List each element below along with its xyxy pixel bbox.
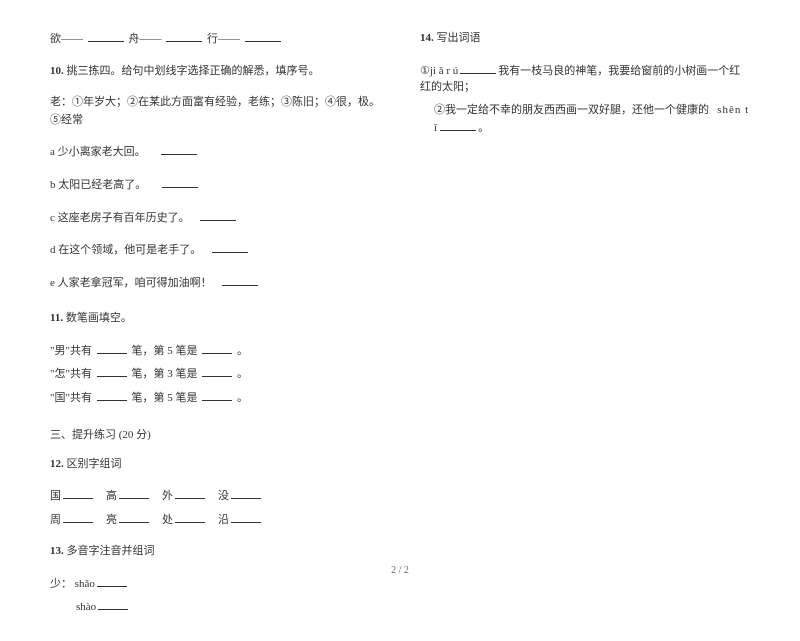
q9-tail: 欲—— 舟—— 行—— — [50, 30, 380, 49]
blank — [63, 511, 93, 523]
blank — [97, 365, 127, 377]
q11-r2a: "怎"共有 — [50, 368, 92, 380]
q10-c-label: c 这座老房子有百年历史了。 — [50, 212, 190, 224]
q10-a: a 少小离家老大回。 — [50, 143, 380, 162]
q9-c: 行—— — [207, 33, 240, 45]
blank — [88, 30, 124, 42]
q10-b: b 太阳已经老高了。 — [50, 176, 380, 195]
q10-a-label: a 少小离家老大回。 — [50, 146, 146, 158]
q10-a-text: a 少小离家老大回。 — [50, 146, 146, 158]
q13-r1: 少： shǎo — [50, 575, 380, 593]
q14-text: 写出词语 — [437, 32, 481, 44]
q11-title: 11. 数笔画填空。 — [50, 310, 380, 328]
q10-b-label: b 太阳已经老高了。 — [50, 179, 146, 191]
blank — [212, 241, 248, 253]
q12-r1c: 外 — [162, 490, 173, 502]
q13-p1: shǎo — [75, 578, 95, 590]
q12-r2c: 处 — [162, 514, 173, 526]
q12-r1a: 国 — [50, 490, 61, 502]
page: 欲—— 舟—— 行—— 10. 挑三拣四。给句中划线字选择正确的解悉，填序号。 … — [0, 0, 800, 641]
blank — [161, 143, 197, 155]
dot: 。 — [237, 392, 248, 404]
q14-item1: ①ji ǎ r ú我有一枝马良的神笔，我要给窗前的小树画一个红红的太阳； — [420, 62, 750, 96]
q14-item2: ②我一定给不幸的朋友西西画一双好腿，还他一个健康的 shēn t ǐ。 — [420, 102, 750, 138]
q11-r1b: 笔，第 5 笔是 — [131, 345, 197, 357]
q11-r2b: 笔，第 3 笔是 — [131, 368, 197, 380]
q14-i1a: ①ji ǎ r ú — [420, 65, 458, 77]
blank — [440, 119, 476, 131]
q12-r1b: 高 — [106, 490, 117, 502]
q10-e-label: e 人家老拿冠军，咱可得加油啊！ — [50, 277, 212, 289]
q14-num: 14. — [420, 32, 434, 44]
q11-r3b: 笔，第 5 笔是 — [131, 392, 197, 404]
q10-num: 10. — [50, 65, 64, 77]
q12-r2b: 亮 — [106, 514, 117, 526]
q13-title: 13. 多音字注音并组词 — [50, 543, 380, 561]
blank — [119, 511, 149, 523]
q10-def: 老：①年岁大；②在某此方面富有经验，老练；③陈旧；④很，极。⑤经常 — [50, 94, 380, 129]
q10-c: c 这座老房子有百年历史了。 — [50, 209, 380, 228]
blank — [63, 487, 93, 499]
right-column: 14. 写出词语 ①ji ǎ r ú我有一枝马良的神笔，我要给窗前的小树画一个红… — [420, 30, 750, 631]
page-number: 2 / 2 — [0, 565, 800, 576]
blank — [200, 209, 236, 221]
q13-num: 13. — [50, 545, 64, 557]
q10-e: e 人家老拿冠军，咱可得加油啊！ — [50, 274, 380, 293]
q14-i2a: ②我一定给不幸的朋友西西画一双好腿，还他一个健康的 — [434, 104, 709, 116]
blank — [97, 389, 127, 401]
q12-r2d: 沿 — [218, 514, 229, 526]
q12-title: 12. 区别字组词 — [50, 456, 380, 474]
q10-d-label: d 在这个领域，他可是老手了。 — [50, 244, 201, 256]
q10-text: 挑三拣四。给句中划线字选择正确的解悉，填序号。 — [67, 65, 320, 77]
q13-text: 多音字注音并组词 — [67, 545, 155, 557]
q9-a: 欲—— — [50, 33, 83, 45]
q12-num: 12. — [50, 458, 64, 470]
blank — [222, 274, 258, 286]
q12-text: 区别字组词 — [67, 458, 122, 470]
q12-r2a: 周 — [50, 514, 61, 526]
blank — [202, 365, 232, 377]
blank — [231, 511, 261, 523]
q13-p2: shào — [76, 601, 96, 613]
blank — [175, 511, 205, 523]
q11-r1: "男"共有 笔，第 5 笔是 。 — [50, 342, 380, 360]
q12-row2: 周 亮 处 沿 — [50, 511, 380, 530]
q14-title: 14. 写出词语 — [420, 30, 750, 48]
q11-r1a: "男"共有 — [50, 345, 92, 357]
blank — [231, 487, 261, 499]
q13-char: 少： — [50, 578, 72, 590]
blank — [119, 487, 149, 499]
q12-row1: 国 高 外 没 — [50, 487, 380, 505]
q12-r1d: 没 — [218, 490, 229, 502]
blank — [245, 30, 281, 42]
q11-r2: "怎"共有 笔，第 3 笔是 。 — [50, 365, 380, 383]
q13-r2: shào — [50, 598, 380, 617]
blank — [166, 30, 202, 42]
blank — [202, 342, 232, 354]
q11-num: 11. — [50, 312, 63, 324]
q11-r3a: "国"共有 — [50, 392, 92, 404]
dot: 。 — [237, 345, 248, 357]
blank — [97, 342, 127, 354]
q11-text: 数笔画填空。 — [66, 312, 132, 324]
dot: 。 — [237, 368, 248, 380]
blank — [162, 176, 198, 188]
blank — [202, 389, 232, 401]
q14-i2c: 。 — [478, 122, 489, 134]
q10-title: 10. 挑三拣四。给句中划线字选择正确的解悉，填序号。 — [50, 63, 380, 81]
blank — [175, 487, 205, 499]
q11-r3: "国"共有 笔，第 5 笔是 。 — [50, 389, 380, 408]
blank — [460, 62, 496, 74]
left-column: 欲—— 舟—— 行—— 10. 挑三拣四。给句中划线字选择正确的解悉，填序号。 … — [50, 30, 380, 631]
blank — [97, 575, 127, 587]
q10-d: d 在这个领域，他可是老手了。 — [50, 241, 380, 260]
blank — [98, 598, 128, 610]
q9-b: 舟—— — [129, 33, 162, 45]
section-3-title: 三、提升练习 (20 分) — [50, 426, 380, 442]
